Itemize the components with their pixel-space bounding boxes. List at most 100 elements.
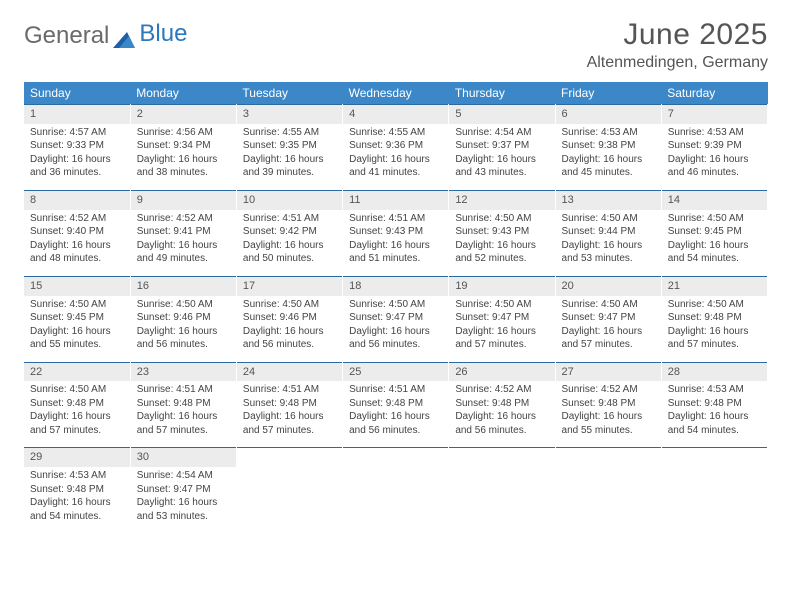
header: General Blue June 2025 Altenmedingen, Ge… bbox=[24, 18, 768, 72]
daylight-text-2: and 51 minutes. bbox=[349, 252, 442, 266]
day-info-cell: Sunrise: 4:50 AMSunset: 9:46 PMDaylight:… bbox=[130, 296, 236, 363]
day-info-cell bbox=[449, 467, 555, 533]
day-info-row: Sunrise: 4:53 AMSunset: 9:48 PMDaylight:… bbox=[24, 467, 768, 533]
sunrise-text: Sunrise: 4:57 AM bbox=[30, 126, 124, 140]
page-subtitle: Altenmedingen, Germany bbox=[587, 54, 768, 72]
day-number-row: 22232425262728 bbox=[24, 362, 768, 381]
daylight-text-1: Daylight: 16 hours bbox=[243, 410, 336, 424]
day-number-cell: 19 bbox=[449, 276, 555, 295]
daylight-text-2: and 53 minutes. bbox=[562, 252, 655, 266]
weekday-header: Friday bbox=[555, 82, 661, 105]
day-info-cell: Sunrise: 4:53 AMSunset: 9:39 PMDaylight:… bbox=[661, 124, 767, 191]
sunrise-text: Sunrise: 4:53 AM bbox=[562, 126, 655, 140]
sunrise-text: Sunrise: 4:51 AM bbox=[243, 383, 336, 397]
daylight-text-1: Daylight: 16 hours bbox=[562, 239, 655, 253]
sunrise-text: Sunrise: 4:50 AM bbox=[562, 298, 655, 312]
day-number-cell: 15 bbox=[24, 276, 130, 295]
sunset-text: Sunset: 9:45 PM bbox=[30, 311, 124, 325]
daylight-text-2: and 56 minutes. bbox=[349, 338, 442, 352]
daylight-text-2: and 57 minutes. bbox=[562, 338, 655, 352]
daylight-text-1: Daylight: 16 hours bbox=[30, 496, 124, 510]
day-info-cell: Sunrise: 4:50 AMSunset: 9:47 PMDaylight:… bbox=[555, 296, 661, 363]
sunset-text: Sunset: 9:48 PM bbox=[137, 397, 230, 411]
sunset-text: Sunset: 9:47 PM bbox=[455, 311, 548, 325]
day-number-cell: 9 bbox=[130, 190, 236, 209]
day-number-cell: 28 bbox=[661, 362, 767, 381]
sunset-text: Sunset: 9:48 PM bbox=[30, 397, 124, 411]
sunrise-text: Sunrise: 4:50 AM bbox=[30, 383, 124, 397]
day-number-cell: 26 bbox=[449, 362, 555, 381]
sunset-text: Sunset: 9:41 PM bbox=[137, 225, 230, 239]
day-info-cell: Sunrise: 4:51 AMSunset: 9:43 PMDaylight:… bbox=[343, 210, 449, 277]
daylight-text-2: and 53 minutes. bbox=[137, 510, 230, 524]
day-info-cell: Sunrise: 4:52 AMSunset: 9:48 PMDaylight:… bbox=[555, 381, 661, 448]
day-info-cell: Sunrise: 4:54 AMSunset: 9:47 PMDaylight:… bbox=[130, 467, 236, 533]
day-info-cell: Sunrise: 4:50 AMSunset: 9:45 PMDaylight:… bbox=[24, 296, 130, 363]
day-number-cell: 22 bbox=[24, 362, 130, 381]
day-number-row: 1234567 bbox=[24, 105, 768, 124]
sunset-text: Sunset: 9:48 PM bbox=[562, 397, 655, 411]
daylight-text-1: Daylight: 16 hours bbox=[243, 153, 336, 167]
day-number-cell: 23 bbox=[130, 362, 236, 381]
logo: General Blue bbox=[24, 18, 187, 48]
day-number-cell: 16 bbox=[130, 276, 236, 295]
day-number-cell: 17 bbox=[236, 276, 342, 295]
daylight-text-2: and 49 minutes. bbox=[137, 252, 230, 266]
sunset-text: Sunset: 9:47 PM bbox=[349, 311, 442, 325]
sunset-text: Sunset: 9:46 PM bbox=[137, 311, 230, 325]
weekday-header: Thursday bbox=[449, 82, 555, 105]
daylight-text-2: and 36 minutes. bbox=[30, 166, 124, 180]
daylight-text-1: Daylight: 16 hours bbox=[668, 410, 761, 424]
daylight-text-2: and 57 minutes. bbox=[668, 338, 761, 352]
day-number-row: 891011121314 bbox=[24, 190, 768, 209]
weekday-header: Tuesday bbox=[236, 82, 342, 105]
daylight-text-2: and 56 minutes. bbox=[137, 338, 230, 352]
daylight-text-1: Daylight: 16 hours bbox=[30, 410, 124, 424]
day-number-cell: 27 bbox=[555, 362, 661, 381]
weekday-header: Monday bbox=[130, 82, 236, 105]
daylight-text-2: and 57 minutes. bbox=[243, 424, 336, 438]
day-info-cell bbox=[236, 467, 342, 533]
day-info-cell: Sunrise: 4:50 AMSunset: 9:43 PMDaylight:… bbox=[449, 210, 555, 277]
daylight-text-1: Daylight: 16 hours bbox=[349, 153, 442, 167]
day-info-cell: Sunrise: 4:51 AMSunset: 9:48 PMDaylight:… bbox=[236, 381, 342, 448]
sunrise-text: Sunrise: 4:50 AM bbox=[668, 212, 761, 226]
daylight-text-1: Daylight: 16 hours bbox=[243, 239, 336, 253]
daylight-text-2: and 56 minutes. bbox=[243, 338, 336, 352]
day-info-row: Sunrise: 4:52 AMSunset: 9:40 PM Daylight:… bbox=[24, 210, 768, 277]
day-info-row: Sunrise: 4:50 AMSunset: 9:48 PMDaylight:… bbox=[24, 381, 768, 448]
daylight-text-1: Daylight: 16 hours bbox=[668, 325, 761, 339]
day-number-row: 2930 bbox=[24, 448, 768, 467]
sunrise-text: Sunrise: 4:52 AM bbox=[455, 383, 548, 397]
day-info-cell: Sunrise: 4:50 AMSunset: 9:46 PMDaylight:… bbox=[236, 296, 342, 363]
day-info-cell: Sunrise: 4:51 AMSunset: 9:48 PMDaylight:… bbox=[130, 381, 236, 448]
sunrise-text: Sunrise: 4:54 AM bbox=[455, 126, 548, 140]
day-number-cell: 8 bbox=[24, 190, 130, 209]
day-number-cell: 4 bbox=[343, 105, 449, 124]
daylight-text-1: Daylight: 16 hours bbox=[455, 153, 548, 167]
daylight-text-2: and 54 minutes. bbox=[668, 252, 761, 266]
sunset-text: Sunset: 9:43 PM bbox=[349, 225, 442, 239]
day-info-cell bbox=[555, 467, 661, 533]
sunset-text: Sunset: 9:40 PM bbox=[30, 225, 124, 239]
day-info-cell: Sunrise: 4:53 AMSunset: 9:38 PMDaylight:… bbox=[555, 124, 661, 191]
weekday-header-row: Sunday Monday Tuesday Wednesday Thursday… bbox=[24, 82, 768, 105]
day-number-cell: 11 bbox=[343, 190, 449, 209]
day-number-cell bbox=[555, 448, 661, 467]
day-info-cell bbox=[343, 467, 449, 533]
day-number-cell: 14 bbox=[661, 190, 767, 209]
sunrise-text: Sunrise: 4:50 AM bbox=[137, 298, 230, 312]
sunset-text: Sunset: 9:42 PM bbox=[243, 225, 336, 239]
day-number-cell bbox=[661, 448, 767, 467]
daylight-text-2: and 41 minutes. bbox=[349, 166, 442, 180]
day-info-cell: Sunrise: 4:53 AMSunset: 9:48 PMDaylight:… bbox=[661, 381, 767, 448]
sunrise-text: Sunrise: 4:52 AM bbox=[30, 212, 124, 226]
sunrise-text: Sunrise: 4:54 AM bbox=[137, 469, 230, 483]
day-info-cell: Sunrise: 4:50 AMSunset: 9:47 PMDaylight:… bbox=[449, 296, 555, 363]
sunset-text: Sunset: 9:38 PM bbox=[562, 139, 655, 153]
sunset-text: Sunset: 9:36 PM bbox=[349, 139, 442, 153]
day-number-cell: 10 bbox=[236, 190, 342, 209]
day-info-cell: Sunrise: 4:50 AMSunset: 9:47 PMDaylight:… bbox=[343, 296, 449, 363]
sunrise-text: Sunrise: 4:51 AM bbox=[137, 383, 230, 397]
day-number-cell: 20 bbox=[555, 276, 661, 295]
